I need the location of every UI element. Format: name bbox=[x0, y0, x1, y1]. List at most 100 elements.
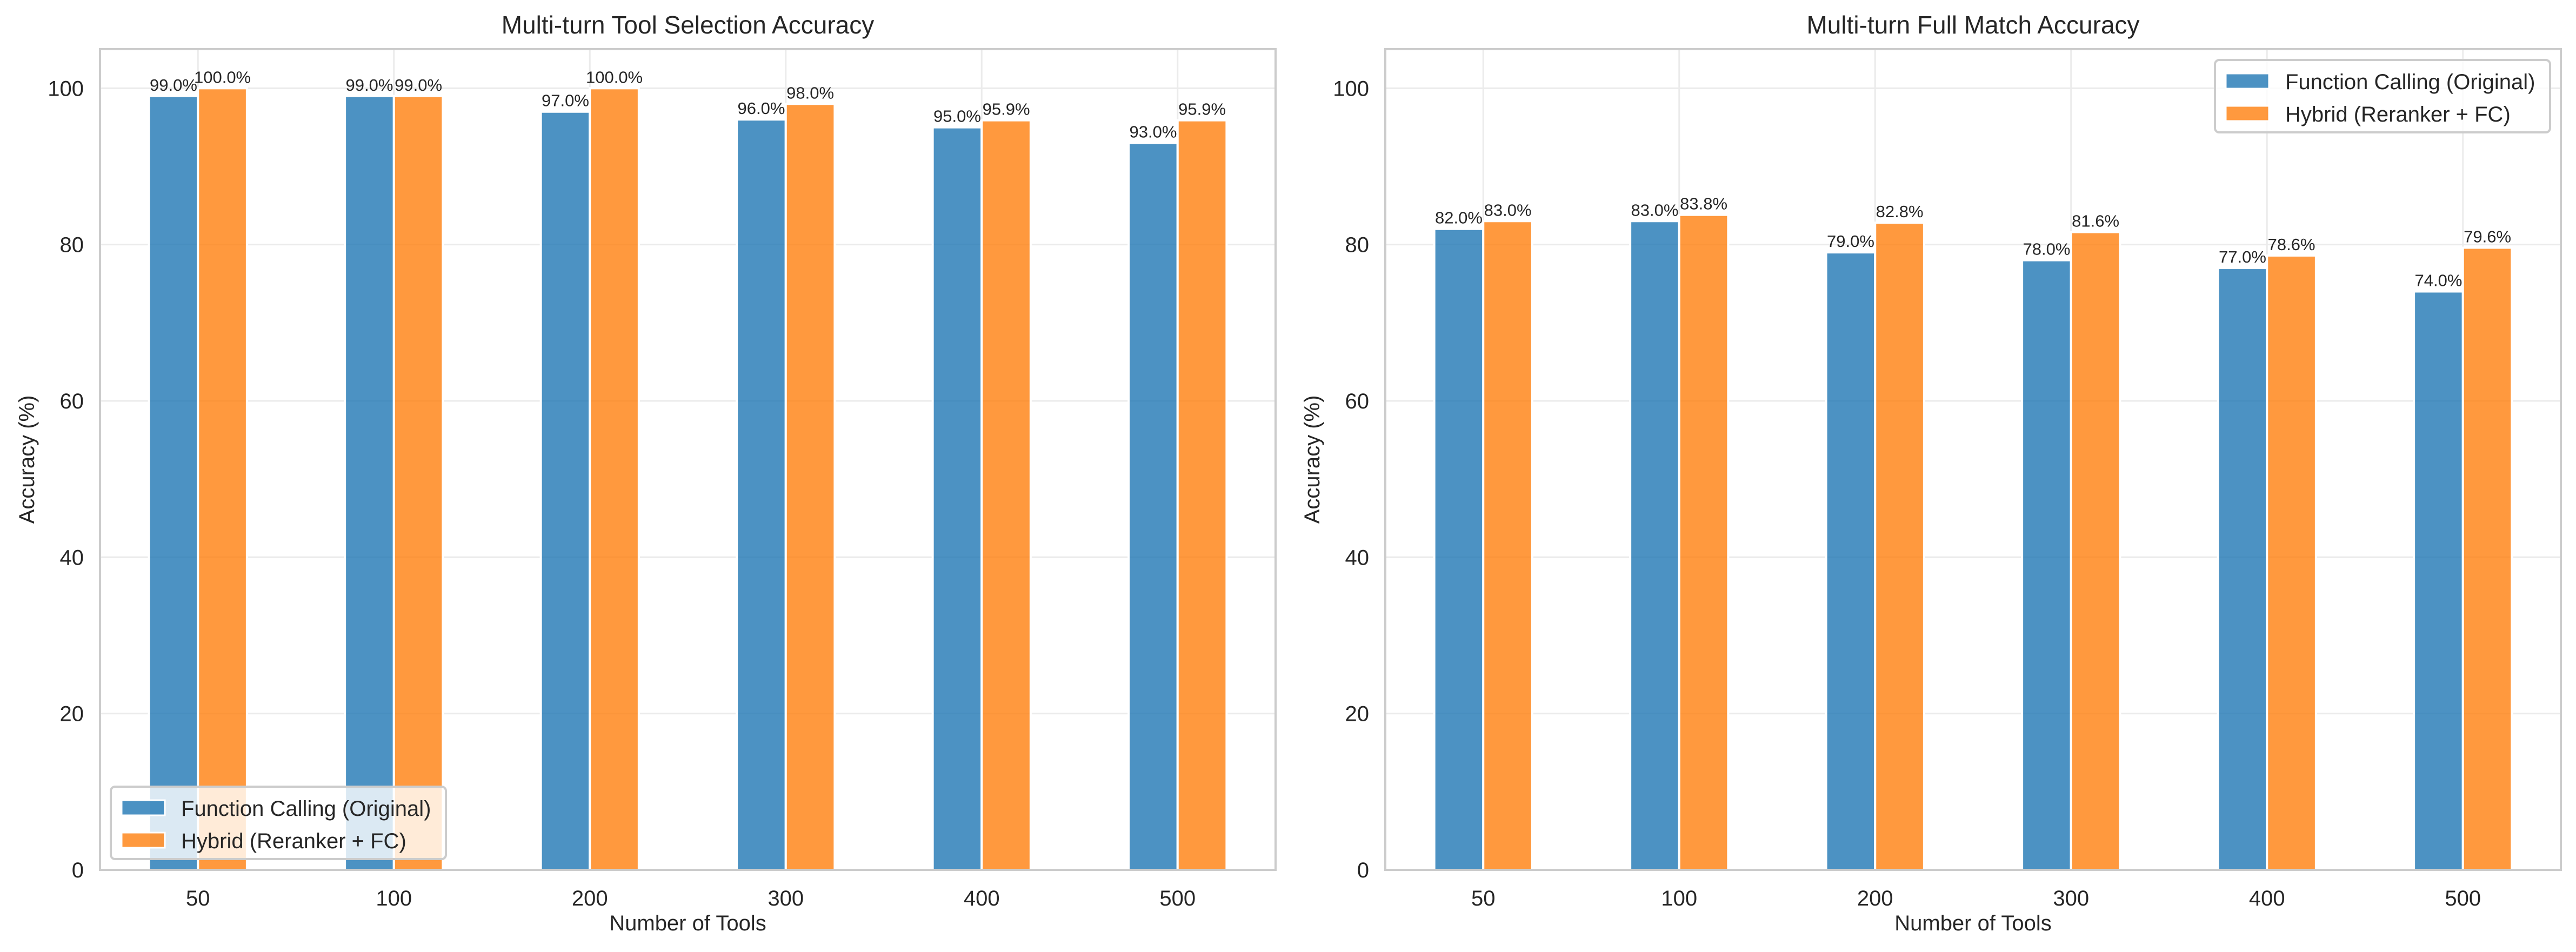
bar-hybrid bbox=[1874, 222, 1925, 871]
bar-function-calling bbox=[931, 126, 983, 871]
y-tick-label: 0 bbox=[72, 859, 84, 882]
bar-hybrid bbox=[197, 87, 248, 871]
bar-value-label: 100.0% bbox=[586, 68, 643, 86]
bar-function-calling bbox=[1127, 142, 1179, 871]
y-tick-label: 100 bbox=[1333, 77, 1369, 100]
legend-label: Hybrid (Reranker + FC) bbox=[181, 829, 406, 853]
legend-swatch-function-calling bbox=[121, 799, 166, 816]
bar-value-label: 100.0% bbox=[194, 68, 251, 86]
x-tick-label: 500 bbox=[1159, 887, 1196, 910]
bar-value-label: 83.0% bbox=[1631, 200, 1678, 219]
bar-value-label: 82.0% bbox=[1435, 209, 1483, 227]
legend-label: Function Calling (Original) bbox=[2285, 70, 2535, 94]
y-tick-labels: 0 20 40 60 80 100 bbox=[1333, 77, 1369, 882]
y-tick-label: 20 bbox=[60, 702, 84, 726]
legend-swatch-function-calling bbox=[2225, 72, 2270, 90]
bar-function-calling bbox=[539, 110, 591, 871]
chart-title: Multi-turn Full Match Accuracy bbox=[1806, 11, 2139, 39]
y-tick-labels: 0 20 40 60 80 100 bbox=[48, 77, 84, 882]
y-tick-label: 80 bbox=[60, 233, 84, 257]
legend-swatch-hybrid bbox=[121, 832, 166, 849]
x-tick-label: 200 bbox=[572, 887, 608, 910]
y-tick-label: 60 bbox=[60, 390, 84, 413]
bar-hybrid bbox=[589, 87, 640, 871]
bar-value-label: 98.0% bbox=[786, 83, 834, 102]
legend-box bbox=[110, 786, 447, 860]
bar-hybrid bbox=[2266, 254, 2317, 871]
bar-hybrid bbox=[2070, 231, 2121, 871]
legend-label: Hybrid (Reranker + FC) bbox=[2285, 103, 2511, 126]
bar-value-label: 81.6% bbox=[2072, 212, 2119, 231]
y-tick-label: 0 bbox=[1357, 859, 1369, 882]
y-axis-label: Accuracy (%) bbox=[1300, 395, 1324, 524]
bar-value-label: 99.0% bbox=[395, 76, 442, 95]
bar-function-calling bbox=[2413, 290, 2464, 871]
bar-value-label: 77.0% bbox=[2219, 247, 2266, 266]
bar-function-calling bbox=[1433, 227, 1485, 871]
axes-frame bbox=[1384, 48, 2562, 871]
y-tick-label: 40 bbox=[60, 546, 84, 569]
bar-value-label: 99.0% bbox=[150, 76, 197, 95]
y-axis-label: Accuracy (%) bbox=[15, 395, 39, 524]
bar-value-label: 95.9% bbox=[983, 100, 1030, 119]
axes-frame bbox=[99, 48, 1277, 871]
x-axis-label: Number of Tools bbox=[609, 911, 766, 935]
bar-value-label: 78.0% bbox=[2023, 240, 2070, 259]
bar-function-calling bbox=[1629, 220, 1680, 871]
bar-function-calling bbox=[2217, 267, 2268, 871]
bar-hybrid bbox=[784, 103, 836, 871]
bar-hybrid bbox=[1678, 213, 1730, 871]
x-axis-label: Number of Tools bbox=[1894, 911, 2052, 935]
x-tick-label: 300 bbox=[768, 887, 804, 910]
bar-hybrid bbox=[1176, 119, 1228, 871]
x-tick-label: 50 bbox=[186, 887, 210, 910]
x-tick-labels: 50 100 200 300 400 500 bbox=[186, 887, 1196, 910]
y-tick-label: 60 bbox=[1345, 390, 1370, 413]
bar-value-label: 93.0% bbox=[1129, 123, 1177, 142]
bar-function-calling bbox=[1825, 251, 1877, 871]
x-tick-label: 500 bbox=[2445, 887, 2481, 910]
bar-hybrid bbox=[980, 119, 1032, 871]
x-tick-label: 400 bbox=[964, 887, 1000, 910]
bar-hybrid bbox=[392, 95, 444, 871]
legend-label: Function Calling (Original) bbox=[181, 797, 431, 821]
bar-value-label: 74.0% bbox=[2414, 271, 2462, 290]
x-tick-label: 50 bbox=[1471, 887, 1496, 910]
bar-function-calling bbox=[148, 95, 199, 871]
bar-function-calling bbox=[344, 95, 395, 871]
bar-labels: 99.0% 99.0%97.0% 96.0% 95.0%93.0%100.0% 99.0… bbox=[150, 68, 1226, 141]
legend-swatch-hybrid bbox=[2225, 105, 2270, 122]
y-tick-label: 100 bbox=[48, 77, 84, 100]
bar-value-label: 79.6% bbox=[2464, 227, 2511, 246]
chart-title: Multi-turn Tool Selection Accuracy bbox=[502, 11, 874, 39]
x-tick-labels: 50 100 200 300 400 500 bbox=[1471, 887, 2481, 910]
bar-value-label: 96.0% bbox=[737, 99, 785, 118]
bars bbox=[148, 87, 1228, 871]
bar-value-label: 82.8% bbox=[1876, 202, 1924, 221]
bar-hybrid bbox=[1482, 220, 1533, 871]
legend: Function Calling (Original) Hybrid (Reran… bbox=[110, 786, 447, 860]
plot-area bbox=[1385, 49, 2561, 870]
bar-hybrid bbox=[2461, 246, 2513, 871]
bar-function-calling bbox=[736, 118, 787, 871]
x-tick-label: 400 bbox=[2249, 887, 2285, 910]
bar-value-label: 78.6% bbox=[2268, 235, 2315, 254]
x-tick-label: 300 bbox=[2053, 887, 2089, 910]
bar-value-label: 83.0% bbox=[1484, 200, 1532, 219]
x-tick-label: 100 bbox=[1661, 887, 1697, 910]
bar-value-label: 99.0% bbox=[345, 76, 393, 95]
bar-function-calling bbox=[2021, 259, 2072, 871]
x-tick-label: 100 bbox=[376, 887, 412, 910]
bar-value-label: 83.8% bbox=[1680, 195, 1727, 213]
y-tick-label: 20 bbox=[1345, 702, 1370, 726]
bar-value-label: 95.0% bbox=[933, 107, 981, 126]
x-tick-label: 200 bbox=[1857, 887, 1893, 910]
legend-box bbox=[2214, 59, 2551, 133]
chart-panel-2: 82.0% 83.0%79.0% 78.0% 77.0%74.0%83.0% 83.8%… bbox=[1300, 11, 2562, 935]
y-tick-label: 40 bbox=[1345, 546, 1370, 569]
y-tick-label: 80 bbox=[1345, 233, 1370, 257]
bar-value-label: 97.0% bbox=[542, 91, 589, 110]
bar-value-label: 79.0% bbox=[1827, 232, 1874, 251]
legend: Function Calling (Original) Hybrid (Reran… bbox=[2214, 59, 2551, 133]
